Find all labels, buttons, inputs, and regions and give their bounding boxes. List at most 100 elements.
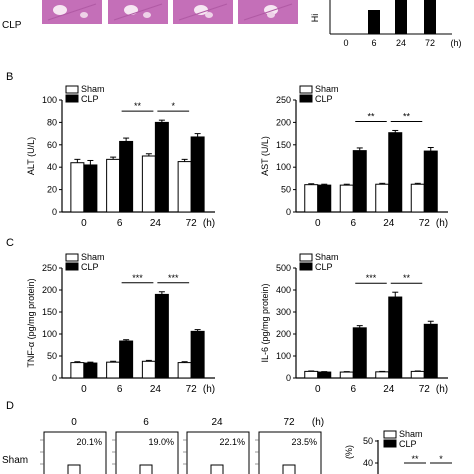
y-tick-label: 40 xyxy=(363,458,373,468)
y-tick-label: 300 xyxy=(276,307,291,317)
y-tick-label: 80 xyxy=(47,117,57,127)
x-tick-label: 6 xyxy=(350,218,356,229)
bar-clp xyxy=(154,121,169,213)
bar-clp xyxy=(190,136,205,213)
y-tick-label: 0 xyxy=(286,373,291,383)
vessel-lumen xyxy=(267,12,275,18)
bar-chart-ast: 0 50 100 150 200 250 AST (U/L) 0 6 24 72 (h) ** ** Sha… xyxy=(260,84,448,229)
histology-image xyxy=(238,0,298,24)
bar-sham xyxy=(339,371,354,379)
y-tick-label: 400 xyxy=(276,285,291,295)
x-unit-label: (h) xyxy=(203,384,215,395)
legend-label-sham: Sham xyxy=(81,252,105,262)
x-unit-label: (h) xyxy=(436,384,448,395)
y-tick-label: 100 xyxy=(42,95,57,105)
bar-clp xyxy=(352,327,367,379)
y-tick-label: 250 xyxy=(42,263,57,273)
panel-d: 0 6 24 72 (h) Sham 20.1% 19.0% 22.1% 23.5% 40 50 (%)… xyxy=(2,417,452,474)
flow-gate xyxy=(67,464,81,474)
y-tick-label: 150 xyxy=(42,307,57,317)
bar-sham xyxy=(70,362,85,379)
y-tick-label: 50 xyxy=(281,185,291,195)
x-tick-label: 72 xyxy=(419,218,431,229)
significance-label: * xyxy=(439,454,443,464)
x-tick-label: 24 xyxy=(383,384,395,395)
x-tick-label: 24 xyxy=(150,218,162,229)
x-tick-label: 24 xyxy=(150,384,162,395)
x-tick-label: 6 xyxy=(117,218,123,229)
bar-sham xyxy=(106,361,121,379)
bar-clp xyxy=(317,371,332,379)
bar-sham xyxy=(339,184,354,213)
y-tick-label: 500 xyxy=(276,263,291,273)
bar-clp xyxy=(388,132,403,213)
panel-d-row-label: Sham xyxy=(2,455,28,466)
x-tick-label: 0 xyxy=(81,218,87,229)
x-tick-label: 24 xyxy=(383,218,395,229)
x-tick-label: 6 xyxy=(350,384,356,395)
significance-label: ** xyxy=(403,111,411,121)
x-tick-label: 0 xyxy=(315,218,321,229)
flow-percentage: 22.1% xyxy=(219,437,245,447)
bar-clp xyxy=(388,296,403,379)
bar-clp xyxy=(119,140,134,213)
significance-label: *** xyxy=(366,273,377,283)
legend-label-clp: CLP xyxy=(399,439,417,449)
y-axis-label: Hi xyxy=(310,14,320,23)
x-unit-label: (h) xyxy=(203,218,215,229)
x-tick-label: 72 xyxy=(425,38,435,48)
significance-label: *** xyxy=(168,273,179,283)
legend-swatch-clp xyxy=(65,94,79,103)
y-tick-label: 0 xyxy=(52,373,57,383)
bar-clp xyxy=(423,323,438,379)
y-axis-label: AST (U/L) xyxy=(260,136,270,176)
histology-image xyxy=(173,0,233,24)
legend-swatch-clp xyxy=(383,439,397,448)
bar-sham xyxy=(106,158,121,213)
bar-sham xyxy=(141,360,156,379)
panel-d-unit-label: (h) xyxy=(312,417,324,428)
vessel-lumen xyxy=(124,5,138,15)
bar-clp xyxy=(424,0,436,34)
bar-sham xyxy=(410,370,425,379)
bar-chart-il6: 0 100 200 300 400 500 IL-6 (pg/mg protein) 0 6 24… xyxy=(260,252,448,395)
panel-d-time-label: 0 xyxy=(71,417,77,428)
x-tick-label: 0 xyxy=(343,38,348,48)
bar-clp xyxy=(154,293,169,379)
panel-d-time-label: 24 xyxy=(211,417,223,428)
flow-plot: 23.5% xyxy=(255,431,322,474)
legend-label-clp: CLP xyxy=(81,94,99,104)
legend-swatch-clp xyxy=(299,94,313,103)
bar-sham xyxy=(375,371,390,379)
bar-clp xyxy=(317,184,332,213)
bar-clp xyxy=(83,164,98,213)
tissue-streak xyxy=(178,3,228,21)
vessel-lumen xyxy=(53,5,67,15)
significance-label: ** xyxy=(403,273,411,283)
x-tick-label: 0 xyxy=(315,384,321,395)
legend-label-sham: Sham xyxy=(315,84,339,94)
bar-chart-tnf: 0 50 100 150 200 250 TNF-α (pg/mg protein) 0 6 24… xyxy=(26,252,215,395)
x-tick-label: 72 xyxy=(186,218,198,229)
flow-plot: 19.0% xyxy=(112,431,179,474)
flow-plot: 20.1% xyxy=(40,431,107,474)
flow-percentage: 20.1% xyxy=(76,437,102,447)
bar-clp xyxy=(190,330,205,379)
bar-clp xyxy=(119,340,134,379)
legend-label-clp: CLP xyxy=(315,262,333,272)
y-tick-label: 100 xyxy=(42,329,57,339)
legend-label-sham: Sham xyxy=(315,252,339,262)
legend-swatch-sham xyxy=(299,253,313,262)
legend-swatch-sham xyxy=(299,85,313,94)
x-tick-label: 6 xyxy=(371,38,376,48)
vessel-lumen xyxy=(143,12,151,18)
histology-image xyxy=(42,0,102,24)
bar-sham xyxy=(177,362,192,379)
vessel-lumen xyxy=(80,12,88,18)
bar-sham xyxy=(141,155,156,213)
y-axis-label: IL-6 (pg/mg protein) xyxy=(260,283,270,362)
x-tick-label: 72 xyxy=(186,384,198,395)
legend-label-clp: CLP xyxy=(315,94,333,104)
y-tick-label: 200 xyxy=(276,329,291,339)
